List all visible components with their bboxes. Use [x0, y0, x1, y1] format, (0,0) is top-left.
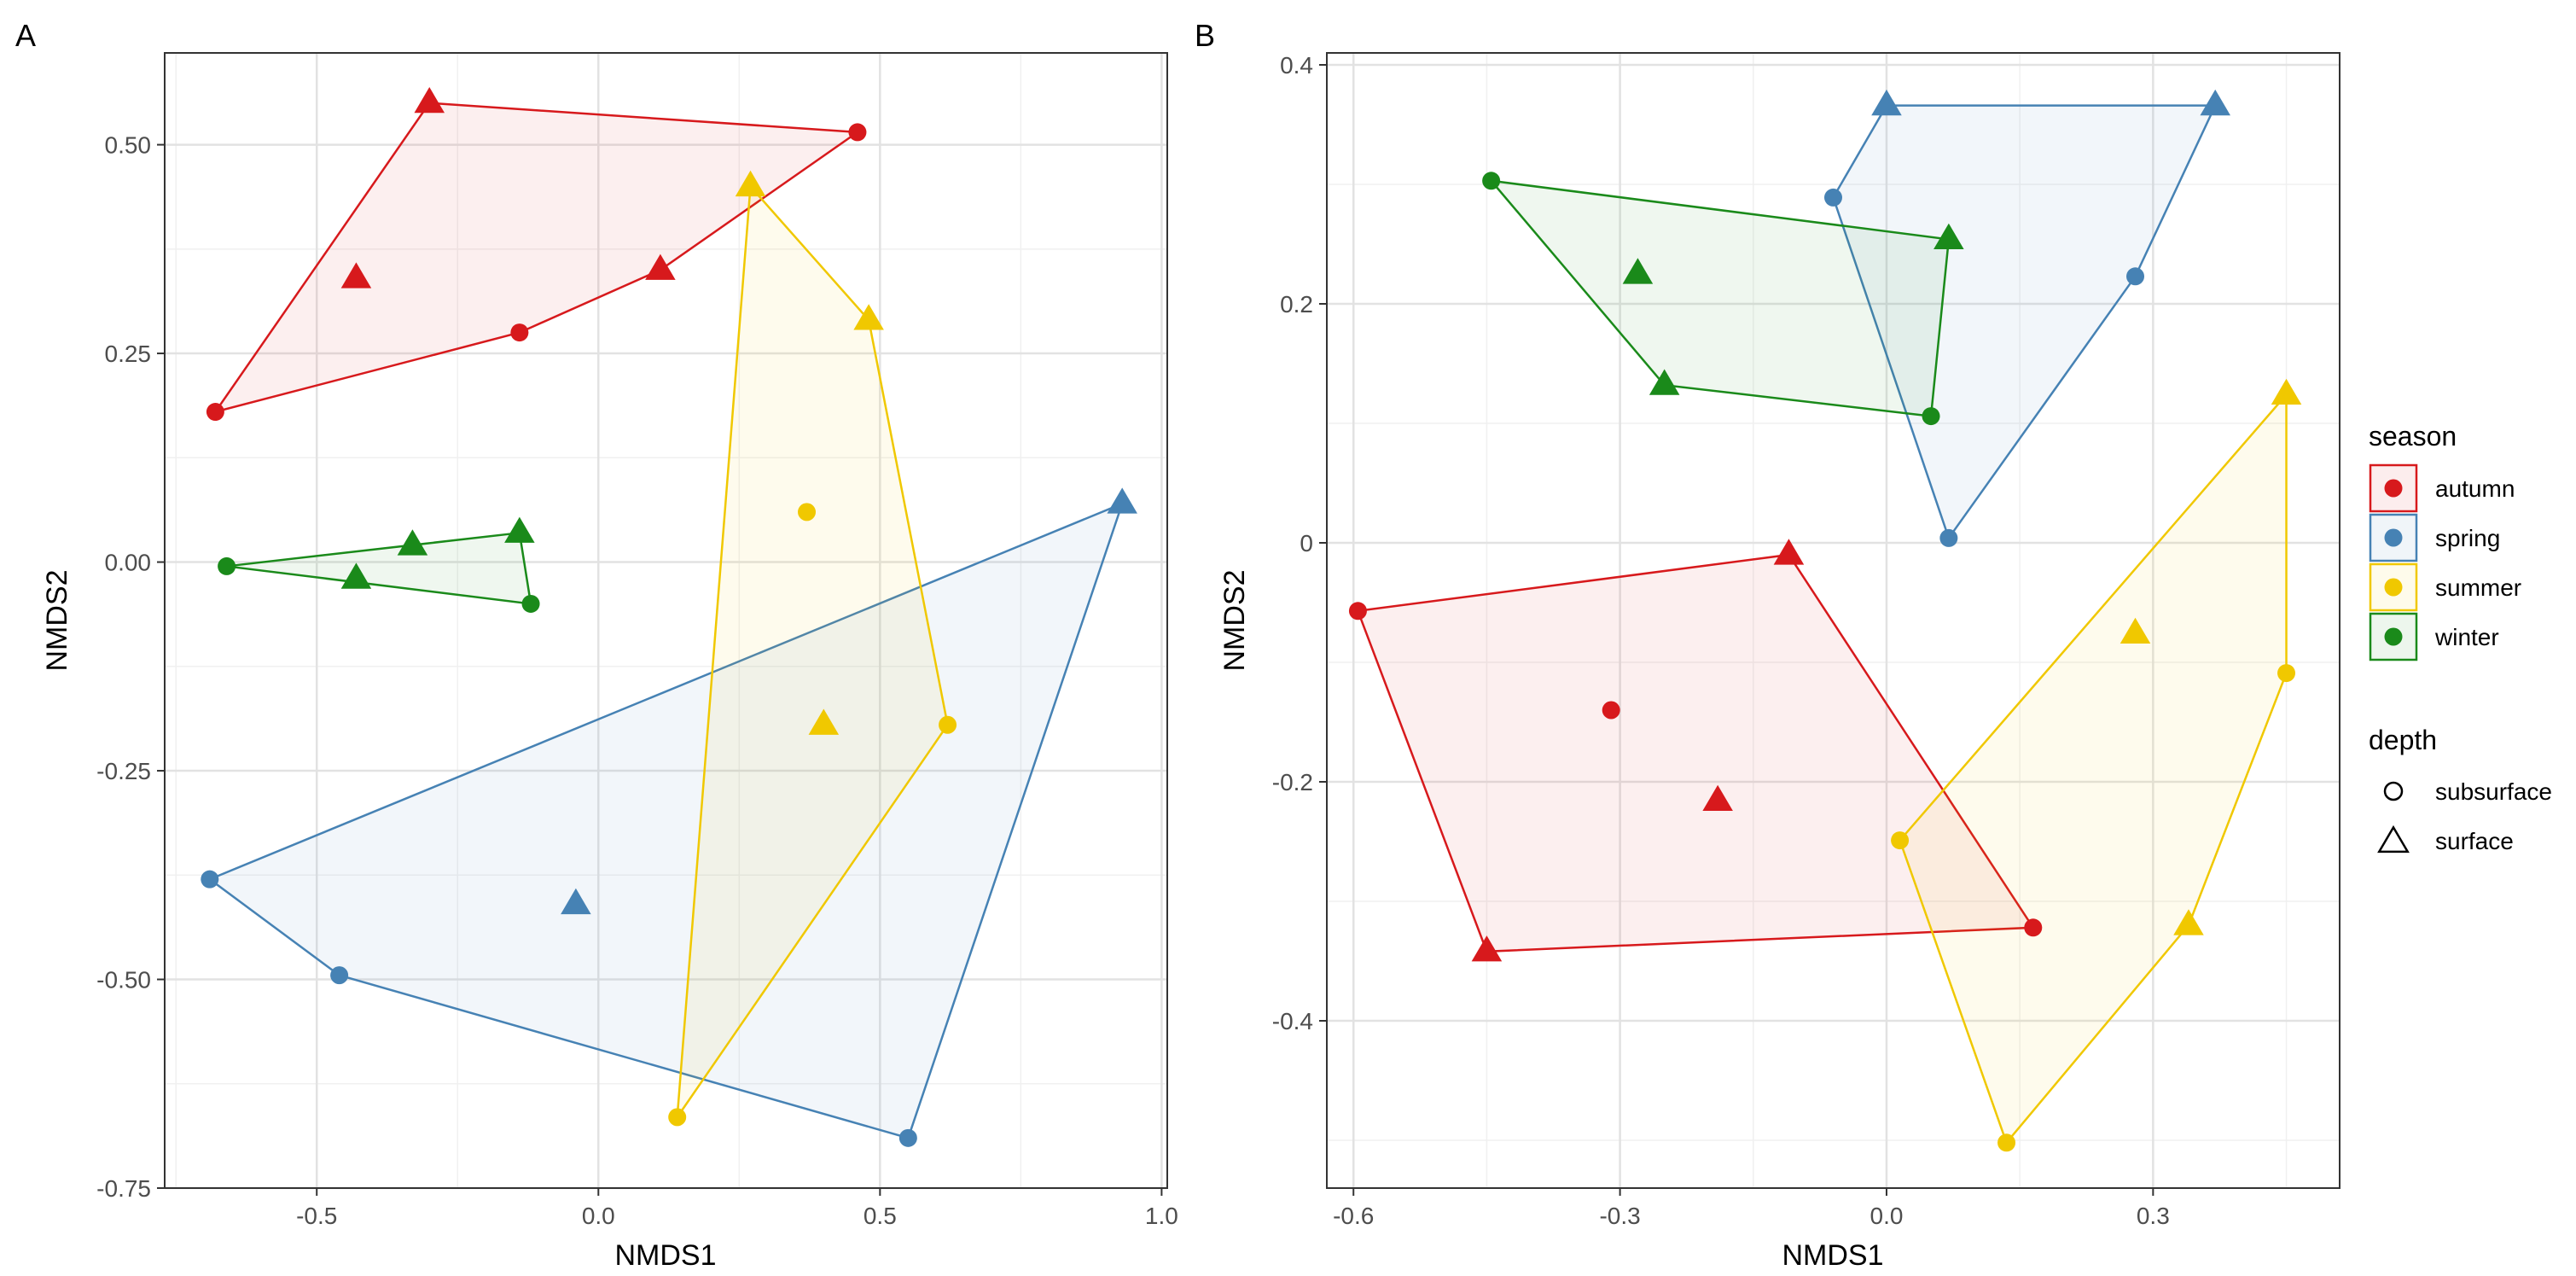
panel-a-point-autumn-surface	[340, 262, 372, 288]
panel-a-point-spring-surface	[561, 888, 591, 915]
panel-label-b: B	[1195, 18, 1215, 53]
panel-b-ytick-label: 0.4	[1280, 52, 1313, 79]
panel-b-point-summer-subsurface	[1997, 1133, 2016, 1152]
panel-b-frame	[1326, 52, 2340, 1189]
panel-b-ytick-label: -0.2	[1272, 769, 1313, 795]
legend-dot-summer	[2384, 578, 2403, 597]
panel-b-point-spring-surface	[1871, 89, 1902, 116]
panel-a-point-summer-subsurface	[939, 715, 957, 734]
panel-a-point-winter-surface	[504, 516, 535, 543]
panel-b-point-autumn-surface	[1702, 784, 1733, 811]
panel-b-ytick-label: 0	[1300, 530, 1313, 556]
panel-b-point-autumn-surface	[1773, 539, 1805, 565]
panel-a-ytick-label: 0.50	[105, 132, 152, 159]
panel-a-xlabel: NMDS1	[614, 1239, 716, 1272]
panel-b-point-autumn-subsurface	[1602, 701, 1620, 720]
panel-a-frame	[164, 52, 1168, 1189]
panel-a-point-spring-surface	[1107, 487, 1137, 514]
panel-b-ytick-label: 0.2	[1280, 291, 1313, 318]
panel-a-hull-autumn	[212, 102, 861, 414]
panel-b-point-summer-surface	[2120, 617, 2151, 644]
legend-dot-winter	[2384, 627, 2403, 646]
panel-a-ytick-label: -0.75	[96, 1175, 151, 1202]
legend-label-spring: spring	[2435, 525, 2500, 551]
legend-shape-surface	[2377, 824, 2410, 854]
panel-b-point-summer-subsurface	[1891, 831, 1910, 850]
panel-b-xtick-label: 0.3	[2137, 1203, 2170, 1229]
panel-a-ytick-label: 0.25	[105, 341, 152, 367]
panel-a-point-winter-surface	[397, 529, 428, 556]
panel-b-point-spring-subsurface	[2126, 267, 2145, 286]
legend-shape-subsurface	[2383, 781, 2404, 801]
panel-a-point-spring-subsurface	[330, 966, 349, 985]
legend: season depth autumn spring summer winter su…	[2369, 421, 2552, 854]
panel-b-point-winter-surface	[1649, 369, 1680, 395]
panel-a-point-autumn-subsurface	[848, 123, 867, 142]
legend-label-autumn: autumn	[2435, 475, 2515, 502]
panel-a-point-autumn-subsurface	[206, 403, 224, 422]
panel-b-point-spring-subsurface	[1939, 528, 1958, 547]
panel-b-hull-summer	[1899, 392, 2288, 1145]
panel-b-point-winter-surface	[1933, 223, 1964, 249]
panel-a-ytick-label: -0.25	[96, 758, 151, 784]
legend-label-summer: summer	[2435, 574, 2521, 601]
panel-a-point-spring-subsurface	[201, 870, 219, 889]
panel-b-point-winter-subsurface	[1922, 407, 1940, 426]
panel-a-point-spring-subsurface	[898, 1128, 917, 1147]
panel-a-point-summer-subsurface	[798, 503, 817, 521]
panel-a-xtick-label: 0.5	[864, 1203, 897, 1229]
panel-b-point-winter-subsurface	[1482, 172, 1501, 190]
panel-a-xtick-label: 1.0	[1145, 1203, 1178, 1229]
panel-a-point-summer-surface	[853, 304, 884, 330]
panel-b-ylabel: NMDS2	[1218, 569, 1251, 671]
panel-b-hull-spring	[1832, 104, 2218, 541]
panel-a: -0.5 0.0 0.5 1.0 -0.75 -0.50 -0.25 0.00 0.25 0.50	[96, 52, 1178, 1229]
panel-a-point-winter-subsurface	[218, 556, 236, 575]
panel-a-point-autumn-surface	[645, 253, 676, 280]
panel-b-point-winter-surface	[1622, 258, 1654, 284]
panel-a-ylabel: NMDS2	[41, 569, 73, 671]
panel-a-xtick-label: -0.5	[296, 1203, 337, 1229]
panel-a-point-autumn-subsurface	[510, 323, 529, 342]
panel-b-point-autumn-surface	[1471, 935, 1503, 962]
panel-b-point-summer-surface	[2173, 909, 2204, 935]
panel-b-point-summer-subsurface	[2277, 664, 2296, 683]
legend-depth-title: depth	[2369, 725, 2437, 755]
panel-b-point-spring-subsurface	[1824, 188, 1842, 207]
panel-a-hull-winter	[226, 531, 532, 605]
legend-dot-autumn	[2384, 479, 2403, 498]
panel-b-xlabel: NMDS1	[1782, 1239, 1883, 1272]
panel-b-point-summer-surface	[2271, 378, 2302, 405]
panel-b-point-autumn-subsurface	[2024, 918, 2043, 937]
panel-b-xtick-label: -0.3	[1599, 1203, 1640, 1229]
panel-a-ytick-label: 0.00	[105, 550, 152, 576]
panel-b-xtick-label: -0.6	[1333, 1203, 1374, 1229]
legend-label-winter: winter	[2434, 624, 2499, 650]
panel-b-ytick-label: -0.4	[1272, 1008, 1313, 1034]
legend-label-surface: surface	[2435, 828, 2514, 854]
panel-label-a: A	[15, 18, 36, 53]
legend-label-subsurface: subsurface	[2435, 778, 2552, 805]
panel-a-point-summer-subsurface	[668, 1108, 687, 1127]
panel-a-point-winter-surface	[340, 562, 372, 589]
panel-a-point-summer-surface	[808, 708, 840, 735]
panel-a-point-winter-subsurface	[521, 594, 540, 613]
panel-a-point-summer-surface	[735, 170, 766, 197]
panel-a-ytick-label: -0.50	[96, 967, 151, 993]
panel-b-point-spring-surface	[2200, 89, 2230, 116]
legend-season-title: season	[2369, 421, 2457, 452]
panel-a-point-autumn-surface	[414, 86, 445, 114]
panel-b: -0.6 -0.3 0.0 0.3 -0.4 -0.2 0 0.2 0.4	[1272, 52, 2340, 1229]
panel-a-xtick-label: 0.0	[582, 1203, 615, 1229]
panel-b-point-autumn-subsurface	[1348, 602, 1367, 621]
legend-dot-spring	[2384, 528, 2403, 547]
panel-b-xtick-label: 0.0	[1870, 1203, 1904, 1229]
